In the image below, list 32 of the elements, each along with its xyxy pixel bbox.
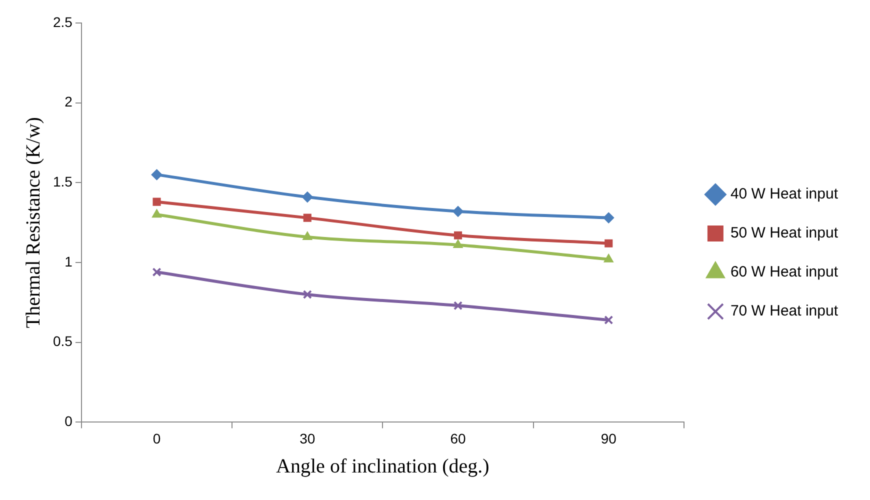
y-axis-title: Thermal Resistance (K/w) bbox=[22, 117, 44, 328]
y-tick-label: 0.5 bbox=[52, 333, 73, 350]
point bbox=[604, 254, 614, 262]
point bbox=[152, 268, 162, 277]
point bbox=[152, 198, 161, 206]
point bbox=[302, 290, 312, 299]
legend-label: 40 W Heat input bbox=[730, 186, 839, 203]
y-tick-label: 2 bbox=[64, 94, 73, 110]
x-tick-label: 60 bbox=[450, 430, 466, 446]
point bbox=[303, 214, 312, 222]
point bbox=[454, 231, 462, 240]
y-tick-label: 1.5 bbox=[52, 174, 73, 190]
point bbox=[302, 192, 313, 203]
legend-label: 70 W Heat input bbox=[730, 302, 839, 320]
x-tick-label: 90 bbox=[600, 430, 617, 446]
point bbox=[604, 315, 614, 325]
y-tick-label: 1 bbox=[64, 253, 73, 270]
point bbox=[604, 239, 613, 248]
legend-label: 60 W Heat input bbox=[730, 264, 839, 281]
point bbox=[151, 169, 162, 180]
x-tick-label: 0 bbox=[152, 430, 161, 446]
y-tick-label: 2.5 bbox=[52, 14, 73, 30]
point bbox=[452, 206, 464, 217]
y-tick-label: 0 bbox=[64, 413, 73, 430]
legend-label: 50 W Heat input bbox=[730, 224, 839, 242]
x-axis-title: Angle of inclination (deg.) bbox=[276, 455, 490, 478]
point bbox=[453, 301, 463, 310]
point bbox=[453, 239, 463, 248]
x-tick-label: 30 bbox=[300, 430, 316, 446]
point bbox=[302, 231, 312, 240]
point bbox=[603, 212, 614, 224]
point bbox=[152, 209, 162, 218]
